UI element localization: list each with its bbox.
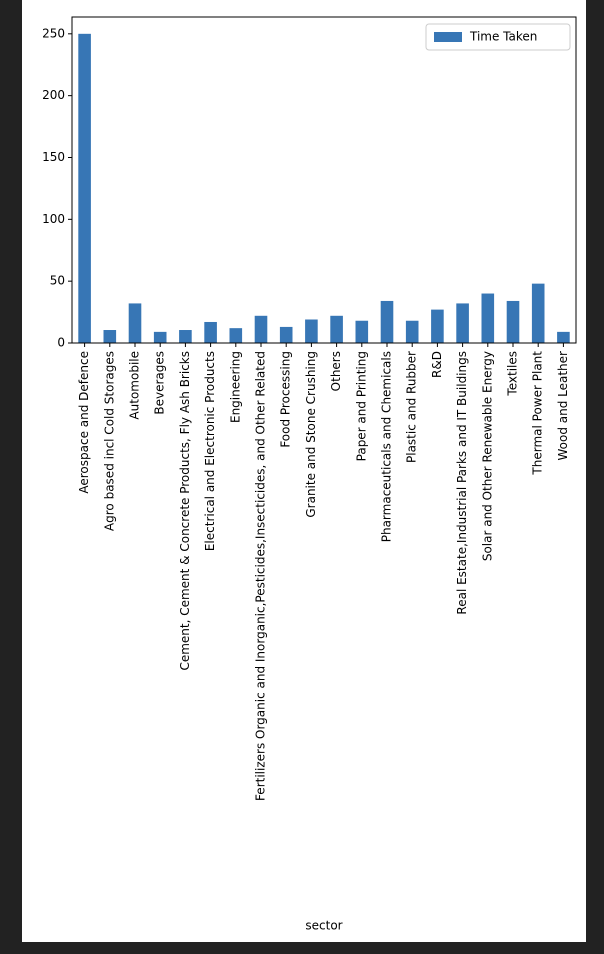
- bar: [506, 300, 520, 343]
- bar: [481, 293, 495, 343]
- bar: [179, 330, 192, 343]
- legend-swatch: [434, 32, 462, 42]
- bar: [153, 331, 167, 343]
- bar: [279, 326, 293, 343]
- x-tick-label: Thermal Power Plant: [531, 351, 545, 476]
- x-tick-label: Engineering: [228, 351, 242, 423]
- x-tick-label: Beverages: [153, 351, 167, 415]
- x-tick-label: Aerospace and Defence: [77, 351, 91, 494]
- legend-box: [425, 23, 571, 51]
- y-tick-label: 100: [42, 212, 65, 226]
- x-tick-label: Granite and Stone Crushing: [304, 351, 318, 518]
- x-tick-label: R&D: [430, 351, 444, 378]
- y-tick-label: 150: [42, 150, 65, 164]
- legend-label: Time Taken: [469, 30, 537, 44]
- bar: [305, 319, 318, 343]
- panel: [22, 0, 586, 942]
- bar: [254, 315, 268, 343]
- x-tick-label: Agro based incl Cold Storages: [102, 351, 116, 531]
- y-tick-label: 200: [42, 88, 65, 102]
- bar: [229, 328, 243, 343]
- x-tick-label: Paper and Printing: [354, 351, 368, 461]
- y-tick-label: 0: [57, 336, 65, 350]
- bar: [531, 283, 545, 343]
- bar: [355, 320, 369, 343]
- bar: [78, 33, 91, 343]
- bar: [103, 330, 117, 343]
- bar: [456, 303, 469, 343]
- x-tick-label: Others: [329, 351, 343, 391]
- x-tick-label: Textiles: [506, 351, 520, 397]
- x-tick-label: Real Estate,Industrial Parks and IT Buil…: [455, 351, 469, 615]
- x-tick-label: Automobile: [128, 351, 142, 420]
- bar: [330, 315, 343, 343]
- x-tick-label: Cement, Cement & Concrete Products, Fly …: [178, 351, 192, 671]
- x-tick-label: Wood and Leather: [556, 351, 570, 461]
- x-axis-label: sector: [305, 919, 342, 933]
- bar: [405, 320, 419, 343]
- x-tick-label: Food Processing: [279, 351, 293, 448]
- x-tick-label: Fertilizers Organic and Inorganic,Pestic…: [254, 351, 268, 801]
- x-tick-label: Electrical and Electronic Products: [203, 351, 217, 551]
- x-tick-label: Plastic and Rubber: [405, 351, 419, 463]
- bar: [557, 331, 570, 343]
- x-tick-label: Pharmaceuticals and Chemicals: [380, 351, 394, 542]
- x-tick-label: Solar and Other Renewable Energy: [480, 351, 494, 561]
- bar: [128, 303, 142, 343]
- bar: [380, 300, 394, 343]
- y-tick-label: 50: [50, 274, 65, 288]
- axes-frame: [71, 16, 577, 344]
- bar: [204, 321, 217, 343]
- bar: [431, 309, 444, 343]
- y-tick-label: 250: [42, 26, 65, 40]
